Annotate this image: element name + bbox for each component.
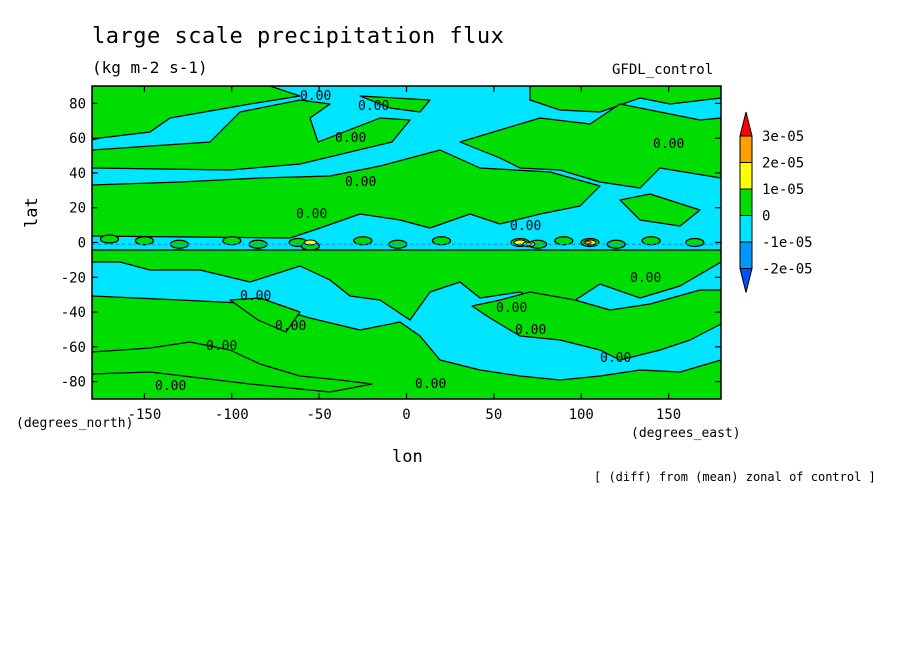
peak-precip-cell: [584, 240, 592, 245]
equatorial-cell: [134, 236, 155, 246]
contour-label: 0.00: [240, 289, 271, 304]
dataset-label: GFDL_control: [612, 62, 714, 78]
colorbar-label: -1e-05: [762, 235, 813, 251]
y-axis-units: (degrees_north): [16, 416, 134, 431]
x-axis: -150 -100 -50 0 50 100 150: [128, 86, 681, 423]
colorbar-label: 0: [762, 209, 770, 225]
y-tick-label: -40: [61, 305, 86, 321]
x-tick-label: -100: [215, 407, 249, 423]
positive-region: [92, 149, 601, 239]
y-tick-label: 0: [78, 236, 86, 252]
colorbar-label: -2e-05: [762, 262, 813, 278]
colorbar-segment: [739, 162, 753, 190]
contour-label: 0.00: [275, 319, 306, 334]
equatorial-cell: [431, 236, 452, 246]
high-precip-cell: [303, 239, 317, 246]
colorbar-label: 3e-05: [762, 129, 804, 145]
x-axis-units: (degrees_east): [631, 426, 741, 441]
positive-region: [92, 86, 301, 141]
y-tick-label: 40: [69, 166, 86, 182]
positive-region: [92, 341, 373, 393]
colorbar: 3e-05 2e-05 1e-05 0 -1e-05 -2e-05: [739, 111, 813, 293]
equatorial-cell: [169, 239, 190, 249]
positive-region: [471, 289, 721, 361]
contour-label: 0.00: [335, 131, 366, 146]
x-tick-label: -150: [128, 407, 162, 423]
positive-regions: [92, 86, 721, 399]
colorbar-min-arrow: [739, 268, 753, 293]
x-tick-label: -50: [306, 407, 331, 423]
contour-label: 0.00: [415, 377, 446, 392]
colorbar-segment: [739, 241, 753, 269]
equatorial-cell: [554, 236, 574, 246]
positive-region: [459, 103, 721, 189]
colorbar-max-arrow: [739, 111, 753, 137]
contour-label: 0.00: [358, 99, 389, 114]
contour-label: 0.00: [600, 351, 631, 366]
colorbar-segment: [739, 188, 753, 216]
x-tick-label: 50: [485, 407, 502, 423]
y-tick-label: 60: [69, 131, 86, 147]
contour-label: 0.00: [653, 137, 684, 152]
contour-label: 0.00: [206, 339, 237, 354]
y-tick-label: 80: [69, 96, 86, 112]
y-tick-label: 20: [69, 201, 86, 217]
x-axis-label: lon: [392, 447, 423, 467]
colorbar-segment: [739, 135, 753, 163]
x-tick-label: 150: [656, 407, 681, 423]
chart-title: large scale precipitation flux: [92, 24, 505, 49]
y-tick-label: -60: [61, 340, 86, 356]
chart-units: (kg m-2 s-1): [92, 58, 208, 77]
equatorial-cell: [222, 236, 242, 246]
plot-area: 0.00 0.00 0.00 0.00 0.00 0.00 0.00 0.00 0.00 0.00…: [91, 85, 722, 400]
contour-label: 0.00: [155, 379, 186, 394]
contour-label: 0.00: [496, 301, 527, 316]
x-tick-label: 100: [569, 407, 594, 423]
contour-label: 0.00: [515, 323, 546, 338]
contour-label: 0.00: [630, 271, 661, 286]
x-tick-label: 0: [402, 407, 410, 423]
equatorial-cell: [99, 234, 120, 244]
positive-region: [229, 297, 301, 333]
contour-label: 0.00: [345, 175, 376, 190]
positive-region: [92, 99, 411, 171]
equatorial-cell: [248, 239, 268, 249]
contour-label: 0.00: [296, 207, 327, 222]
equatorial-cell: [353, 236, 373, 246]
positive-region: [359, 95, 431, 113]
y-axis: 80 60 40 20 0 -20 -40 -60 -80: [61, 96, 721, 391]
y-tick-label: -80: [61, 375, 86, 391]
equatorial-cell: [641, 236, 661, 246]
colorbar-segment: [739, 215, 753, 243]
contour-label: 0.00: [300, 89, 331, 104]
y-tick-label: -20: [61, 270, 86, 286]
footnote: [ (diff) from (mean) zonal of control ]: [594, 470, 876, 484]
colorbar-label: 1e-05: [762, 182, 804, 198]
colorbar-label: 2e-05: [762, 156, 804, 172]
positive-region: [529, 86, 721, 113]
positive-region: [619, 193, 701, 227]
contour-label: 0.00: [510, 219, 541, 234]
equatorial-cell: [685, 237, 705, 248]
contour-labels: 0.00 0.00 0.00 0.00 0.00 0.00 0.00 0.00 0.00 0.00…: [155, 89, 684, 394]
